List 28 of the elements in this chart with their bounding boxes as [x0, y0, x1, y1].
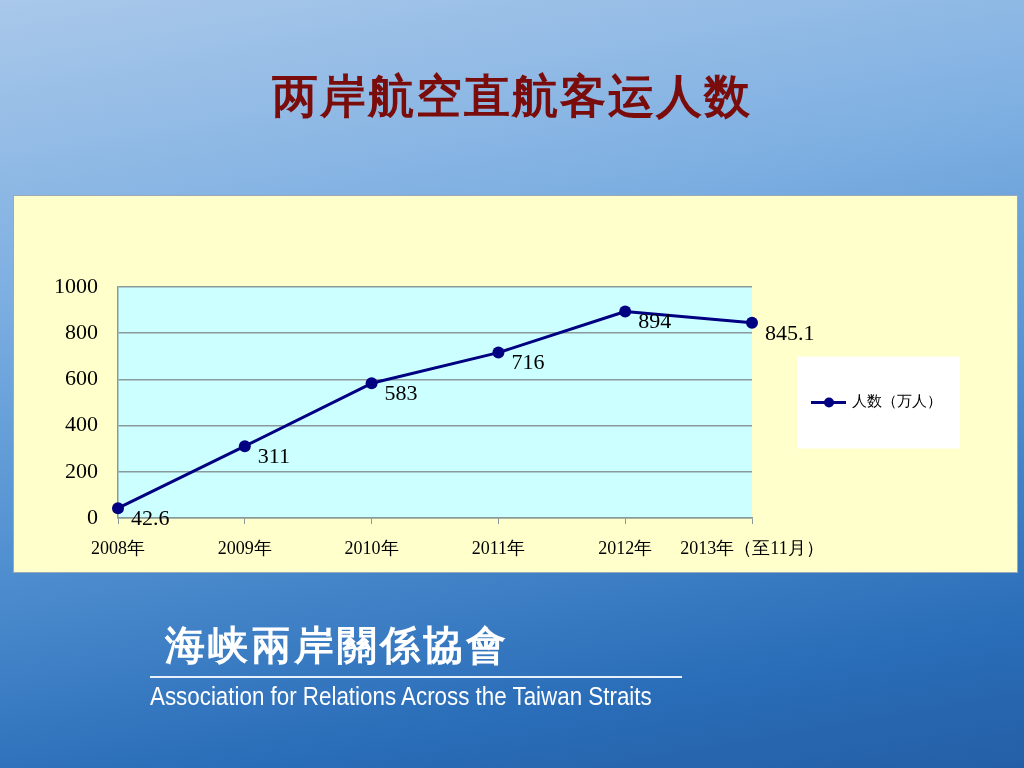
y-tick-label: 400	[65, 411, 98, 437]
text: Association for Relations Across the Taiwan Straits	[150, 681, 652, 712]
y-tick-label: 200	[65, 457, 98, 483]
point	[238, 440, 251, 453]
point	[746, 316, 758, 329]
data-label: 42.6	[131, 504, 170, 530]
x-tick-label: 2013年（至11月）	[680, 537, 824, 558]
point	[619, 305, 632, 318]
point	[365, 377, 378, 390]
y-tick-label: 1000	[54, 272, 98, 298]
x-tick-label: 2008年	[91, 537, 145, 558]
y-tick-label: 800	[65, 318, 98, 344]
y-tick-label: 600	[65, 365, 98, 391]
x-tick-label: 2012年	[598, 537, 653, 558]
chart-title: 两岸航空直航客运人数	[271, 68, 753, 125]
data-label: 583	[384, 380, 418, 406]
legend-label: 人数（万人）	[852, 393, 942, 410]
point	[112, 502, 124, 515]
x-tick-label: 2010年	[344, 537, 399, 558]
y-tick-label: 0	[87, 503, 98, 529]
text: 海峡兩岸關係協會	[165, 622, 509, 668]
point	[492, 346, 505, 359]
data-label: 716	[511, 349, 545, 375]
data-label: 845.1	[765, 319, 815, 345]
x-tick-label: 2011年	[471, 537, 526, 558]
x-tick-label: 2009年	[217, 537, 272, 558]
data-label: 894	[638, 308, 672, 334]
data-label: 311	[257, 442, 290, 468]
